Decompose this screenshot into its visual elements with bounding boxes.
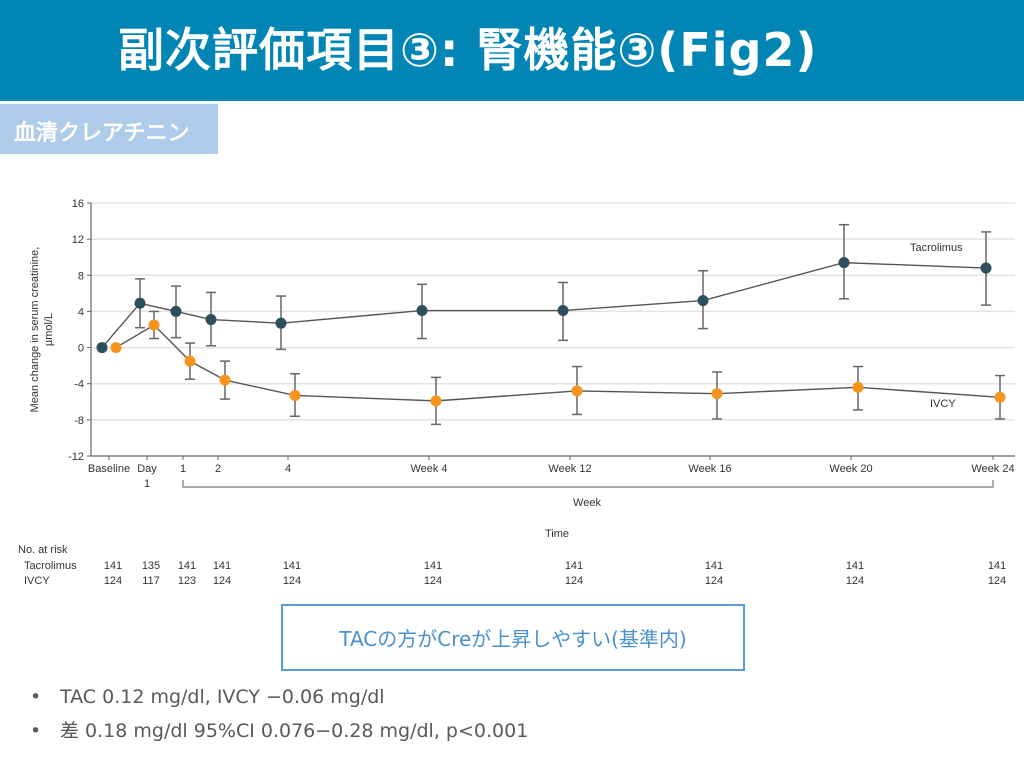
at-risk-value: 141 [104,560,122,572]
y-tick-label: 12 [72,234,84,246]
data-point-tacrolimus [697,295,709,307]
y-tick-label: -12 [68,451,84,463]
data-point-tacrolimus [980,262,992,274]
at-risk-value: 124 [988,575,1006,587]
at-risk-value: 124 [283,575,301,587]
at-risk-value: 141 [705,560,723,572]
y-tick-label: 4 [78,306,84,318]
x-tick-label: 1 [144,478,150,490]
data-point-tacrolimus [838,257,850,269]
x-tick-label: Week 16 [688,463,731,475]
data-point-ivcy [184,355,196,367]
data-point-tacrolimus [134,297,146,309]
at-risk-value: 141 [988,560,1006,572]
data-point-ivcy [110,342,122,354]
bullet-item: • TAC 0.12 mg/dl, IVCY −0.06 mg/dl [30,686,528,716]
x-tick-label: 2 [215,463,221,475]
at-risk-row-label: IVCY [24,575,50,587]
title-bar: 副次評価項目③: 腎機能③(Fig2) [0,0,1024,101]
bullet-list: • TAC 0.12 mg/dl, IVCY −0.06 mg/dl • 差 0.1… [30,686,528,746]
data-point-tacrolimus [557,305,569,317]
data-point-ivcy [219,374,231,386]
y-tick-label: -4 [74,379,84,391]
at-risk-row-label: Tacrolimus [24,560,77,572]
at-risk-value: 124 [846,575,864,587]
x-tick-label: 4 [285,463,291,475]
data-point-tacrolimus [275,317,287,329]
section-tag-label: 血清クレアチニン [14,121,190,146]
callout-text: TACの方がCreが上昇しやすい(基準内) [339,627,687,651]
at-risk-value: 124 [565,575,583,587]
week-bracket [182,480,994,488]
at-risk-title: No. at risk [18,544,68,556]
at-risk-value: 124 [104,575,122,587]
at-risk-value: 123 [178,575,196,587]
section-tag: 血清クレアチニン [0,104,218,154]
x-tick-label: 1 [180,463,186,475]
bullet-text: TAC 0.12 mg/dl, IVCY −0.06 mg/dl [60,686,385,708]
at-risk-value: 141 [213,560,231,572]
y-axis-label: Mean change in serum creatinine, µmol/L [29,247,55,413]
data-point-ivcy [711,388,723,400]
y-tick-label: -8 [74,415,84,427]
bullet-marker: • [30,720,42,742]
slide-title: 副次評価項目③: 腎機能③(Fig2) [118,23,818,77]
bullet-marker: • [30,686,42,708]
series-label-ivcy: IVCY [930,398,956,410]
x-tick-label: Baseline [88,463,130,475]
y-tick-label: 8 [78,270,84,282]
data-point-tacrolimus [205,314,217,326]
at-risk-value: 124 [424,575,442,587]
data-point-ivcy [571,385,583,397]
series-line-tacrolimus [101,261,987,349]
data-point-ivcy [148,319,160,331]
series-label-tacrolimus: Tacrolimus [910,242,963,254]
at-risk-value: 141 [424,560,442,572]
data-point-tacrolimus [416,305,428,317]
x-tick-label: Week 12 [548,463,591,475]
series-line-ivcy [115,324,1001,402]
data-point-ivcy [430,395,442,407]
data-point-ivcy [994,391,1006,403]
at-risk-value: 117 [142,575,160,587]
x-group-label: Week [573,497,601,509]
y-tick-label: 16 [72,198,84,210]
at-risk-value: 135 [142,560,160,572]
at-risk-value: 141 [565,560,583,572]
data-point-ivcy [852,381,864,393]
data-point-tacrolimus [96,342,108,354]
bullet-text: 差 0.18 mg/dl 95%CI 0.076−0.28 mg/dl, p<0… [60,720,529,742]
x-axis-label: Time [545,528,569,540]
y-tick-label: 0 [78,343,84,355]
data-point-tacrolimus [170,305,182,317]
data-point-ivcy [289,389,301,401]
x-tick-label: Day [137,463,157,475]
at-risk-value: 141 [846,560,864,572]
x-tick-label: Week 20 [829,463,872,475]
bullet-item: • 差 0.18 mg/dl 95%CI 0.076−0.28 mg/dl, p<… [30,716,528,746]
at-risk-value: 124 [705,575,723,587]
at-risk-value: 141 [178,560,196,572]
x-tick-label: Week 4 [410,463,447,475]
at-risk-value: 141 [283,560,301,572]
callout-box: TACの方がCreが上昇しやすい(基準内) [281,604,745,671]
at-risk-value: 124 [213,575,231,587]
x-tick-label: Week 24 [971,463,1014,475]
